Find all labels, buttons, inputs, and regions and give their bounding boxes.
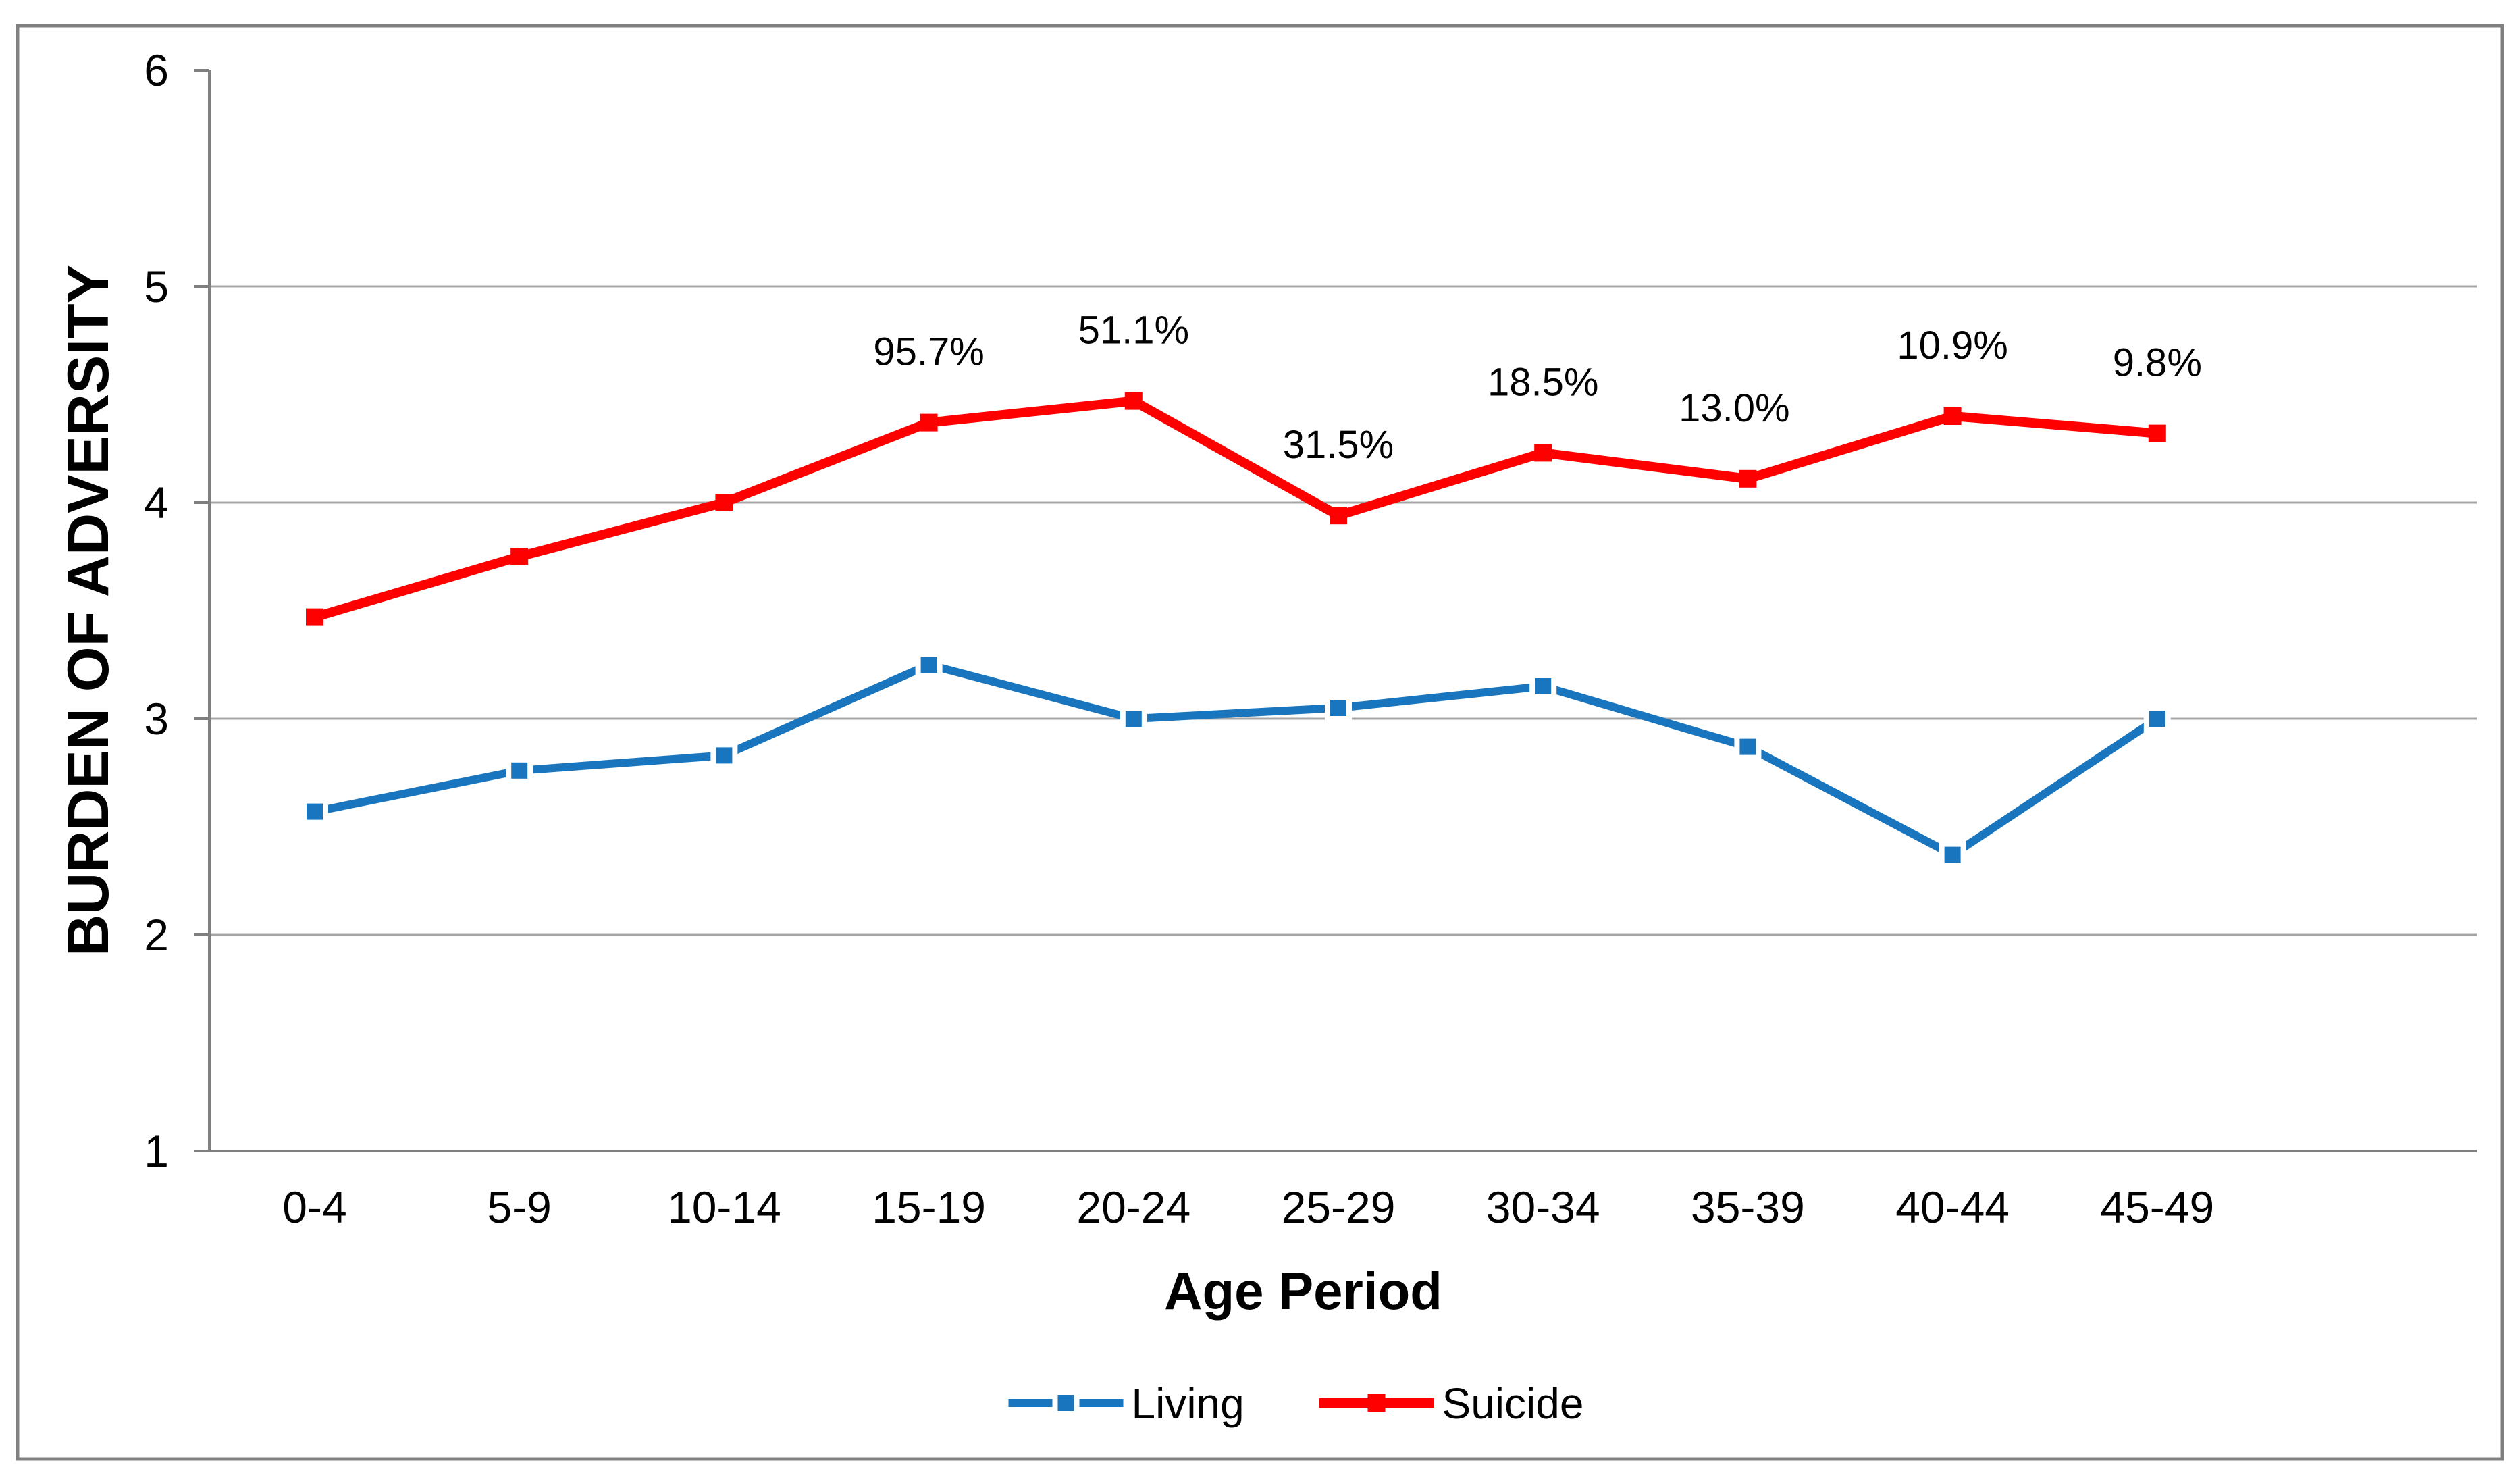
point-label-20-24: 51.1% [1078,309,1189,353]
marker-living-30-34 [1535,678,1552,694]
x-tick-label-40-44: 40-44 [1895,1182,2010,1232]
x-tick-label-20-24: 20-24 [1076,1182,1190,1232]
point-label-40-44: 10.9% [1897,324,2007,367]
marker-suicide-40-44 [1943,407,1962,425]
marker-suicide-10-14 [715,494,733,511]
marker-living-0-4 [307,803,323,820]
series-line-suicide [313,396,2158,622]
marker-living-45-49 [2149,711,2165,727]
series-line-living [313,661,2160,859]
legend-marker-living [1057,1395,1074,1411]
y-tick-label-6: 6 [144,45,169,95]
x-tick-label-5-9: 5-9 [488,1182,552,1232]
x-tick-label-30-34: 30-34 [1486,1182,1600,1232]
legend-label-living: Living [1132,1379,1244,1428]
marker-suicide-30-34 [1534,444,1552,462]
marker-living-35-39 [1739,738,1756,755]
x-tick-label-10-14: 10-14 [667,1182,781,1232]
x-tick-label-45-49: 45-49 [2100,1182,2214,1232]
legend-marker-suicide [1367,1394,1386,1412]
point-label-layer: 95.7% 51.1% 31.5% 18.5% 13.0% 10.9% 9.8% [873,309,2202,467]
grid-layer [209,285,2477,936]
chart-outer-border [16,24,2504,1461]
y-tick-label-1: 1 [144,1126,169,1176]
marker-suicide-20-24 [1124,392,1143,410]
marker-suicide-0-4 [306,608,323,626]
marker-suicide-45-49 [2148,424,2166,442]
marker-living-20-24 [1125,711,1142,727]
marker-living-25-29 [1330,700,1346,716]
axis-layer: 1 2 3 4 5 6 0-4 5-9 10-14 15-19 20-24 25-29 30-34 35-… [144,45,2477,1232]
x-tick-label-0-4: 0-4 [282,1182,346,1232]
legend-label-suicide: Suicide [1442,1379,1584,1428]
point-label-25-29: 31.5% [1283,423,1394,467]
point-label-35-39: 13.0% [1679,386,1789,430]
marker-suicide-35-39 [1739,469,1757,488]
y-tick-label-5: 5 [144,261,169,311]
marker-suicide-15-19 [920,413,938,432]
point-label-30-34: 18.5% [1488,360,1598,404]
y-tick-label-4: 4 [144,478,169,528]
marker-suicide-25-29 [1330,507,1347,525]
marker-suicide-5-9 [510,548,529,565]
marker-living-15-19 [920,657,937,673]
y-tick-label-3: 3 [144,694,169,744]
y-tick-label-2: 2 [144,910,169,960]
x-axis-title: Age Period [1164,1261,1442,1321]
point-label-45-49: 9.8% [2113,341,2202,385]
x-tick-label-35-39: 35-39 [1691,1182,1805,1232]
legend: Living Suicide [1008,1379,1584,1428]
x-tick-label-25-29: 25-29 [1282,1182,1396,1232]
marker-living-40-44 [1944,846,1961,863]
y-axis-title: BURDEN OF ADVERSITY [56,265,121,956]
marker-living-10-14 [716,747,733,764]
series-layer [301,392,2171,869]
point-label-15-19: 95.7% [873,330,984,374]
x-tick-label-15-19: 15-19 [872,1182,986,1232]
marker-living-5-9 [511,762,528,779]
